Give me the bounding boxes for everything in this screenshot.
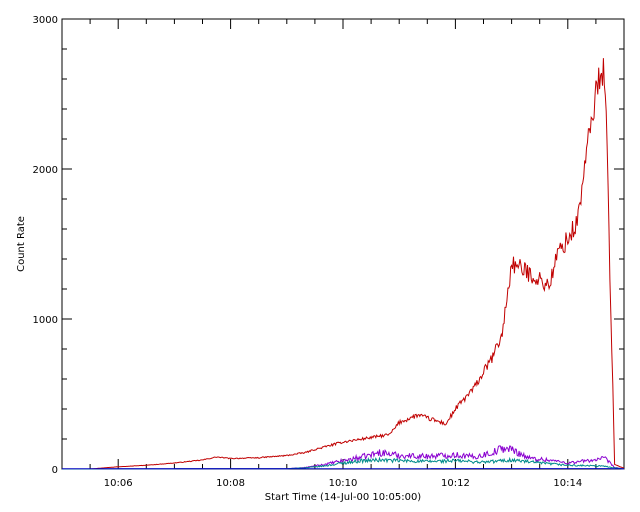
x-tick-label: 10:12	[441, 478, 470, 489]
series-line-1	[62, 58, 625, 470]
x-tick-label: 10:14	[553, 478, 582, 489]
x-axis-title: Start Time (14-Jul-00 10:05:00)	[265, 492, 422, 503]
x-tick-label: 10:06	[104, 478, 133, 489]
tick-labels: 0 1000 2000 3000 10:06 10:08 10:10 10:12 10:14	[33, 15, 583, 489]
y-tick-label: 1000	[33, 315, 58, 326]
series-group	[62, 58, 625, 470]
x-tick-label: 10:08	[216, 478, 245, 489]
y-tick-label: 3000	[33, 15, 58, 26]
y-axis-title: Count Rate	[16, 216, 27, 272]
y-tick-label: 2000	[33, 165, 58, 176]
y-tick-label: 0	[52, 465, 58, 476]
plot-frame	[61, 18, 625, 470]
x-tick-label: 10:10	[329, 478, 358, 489]
axes-frame	[61, 18, 625, 470]
